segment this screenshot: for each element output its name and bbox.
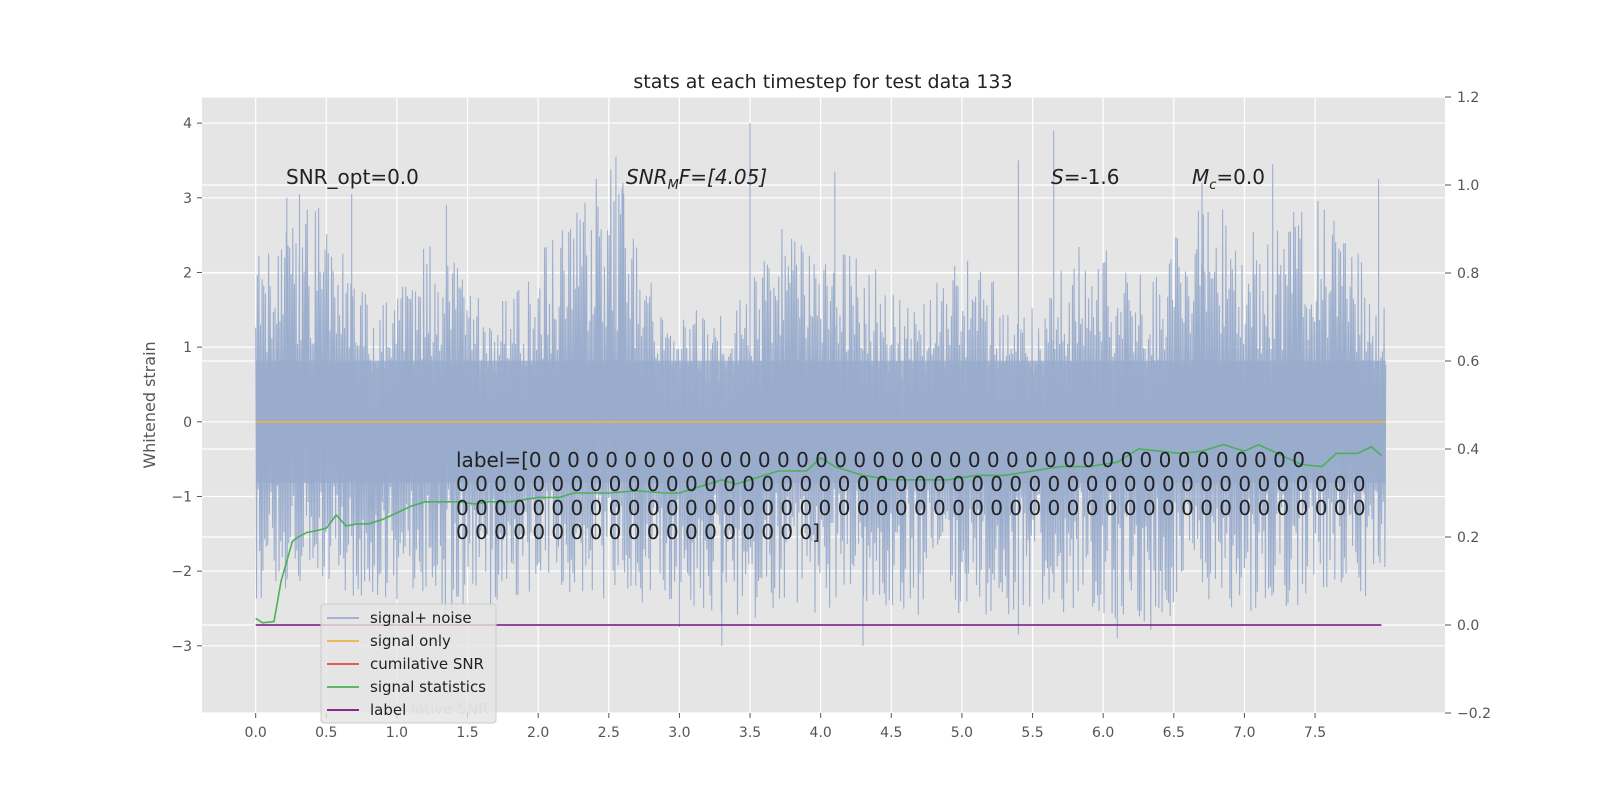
snr-mf-rest: F=[4.05] (679, 165, 767, 189)
y-tick-label: 1 (183, 340, 192, 356)
annotation-s: S=-1.6 (1051, 165, 1119, 189)
y2-tick-label: 0.2 (1457, 530, 1479, 546)
label-line-3: 0 0 0 0 0 0 0 0 0 0 0 0 0 0 0 0 0 0 0 0 … (456, 496, 1366, 520)
y2-tick-label: 0.4 (1457, 442, 1479, 458)
legend-entry-label: cumilative SNR (370, 655, 484, 673)
x-tick-label: 6.5 (1163, 725, 1185, 741)
annotation-snr-mf: SNRMF=[4.05] (626, 165, 767, 193)
mc-sub: c (1209, 178, 1216, 193)
legend: signal+ noise signal only cumilative SNR si… (320, 603, 497, 724)
x-tick-label: 2.0 (527, 725, 549, 741)
mc-label: M (1192, 165, 1209, 189)
y2-tick-label: 0.6 (1457, 354, 1479, 370)
x-tick-label: 7.0 (1233, 725, 1255, 741)
x-tick-label: 1.5 (456, 725, 478, 741)
legend-entry-label: signal+ noise (370, 609, 472, 627)
x-tick-label: 0.0 (245, 725, 267, 741)
mc-rest: =0.0 (1216, 165, 1265, 189)
y2-tick-label: 1.2 (1457, 90, 1479, 106)
x-tick-label: 2.5 (598, 725, 620, 741)
legend-entry-label: signal statistics (370, 678, 486, 696)
legend-overlap-text: lative SNR (411, 700, 488, 718)
series-signal-statistics-line (255, 443, 1382, 624)
x-tick-label: 4.5 (880, 725, 902, 741)
legend-entry-label: signal only (370, 632, 451, 650)
x-tick-label: 4.0 (810, 725, 832, 741)
y-tick-label: −1 (171, 489, 192, 505)
chart-title: stats at each timestep for test data 133 (633, 71, 1012, 93)
x-tick-label: 3.5 (739, 725, 761, 741)
y-tick-label: −3 (171, 639, 192, 655)
x-tick-label: 1.0 (386, 725, 408, 741)
snr-mf-sub: M (668, 178, 679, 193)
x-tick-label: 6.0 (1092, 725, 1114, 741)
y-tick-label: 3 (183, 191, 192, 207)
axes: 0.0 0.5 1.0 1.5 2.0 2.5 3.0 3.5 4.0 4.5 5.0 5.5 6.0 6… (171, 90, 1491, 741)
x-tick-label: 7.5 (1304, 725, 1326, 741)
y2-tick-label: 0.8 (1457, 266, 1479, 282)
snr-mf-base: SNR (626, 165, 668, 189)
x-tick-label: 3.0 (668, 725, 690, 741)
y-tick-label: 0 (183, 415, 192, 431)
y-axis-label: Whitened strain (140, 341, 159, 468)
y2-tick-label: 1.0 (1457, 178, 1479, 194)
y2-tick-label: 0.0 (1457, 618, 1479, 634)
x-tick-label: 5.5 (1021, 725, 1043, 741)
x-tick-label: 5.0 (951, 725, 973, 741)
legend-box (320, 603, 497, 724)
annotation-snr-opt: SNR_opt=0.0 (286, 165, 419, 189)
legend-entry-label: label (370, 701, 406, 719)
s-label: S (1051, 165, 1064, 189)
series-signal-noise-line (255, 123, 1387, 646)
y2-tick-label: −0.2 (1457, 706, 1491, 722)
y-tick-label: 2 (183, 265, 192, 281)
y-tick-label: 4 (183, 116, 192, 132)
x-tick-label: 0.5 (315, 725, 337, 741)
annotation-mc: Mc=0.0 (1192, 165, 1265, 193)
label-line-1: label=[0 0 0 0 0 0 0 0 0 0 0 0 0 0 0 0 0… (456, 448, 1305, 472)
y-tick-label: −2 (171, 564, 192, 580)
s-rest: =-1.6 (1064, 165, 1120, 189)
annotation-label-array: label=[0 0 0 0 0 0 0 0 0 0 0 0 0 0 0 0 0… (456, 448, 1366, 544)
label-line-2: 0 0 0 0 0 0 0 0 0 0 0 0 0 0 0 0 0 0 0 0 … (456, 472, 1366, 496)
label-line-4: 0 0 0 0 0 0 0 0 0 0 0 0 0 0 0 0 0 0 0] (456, 520, 820, 544)
